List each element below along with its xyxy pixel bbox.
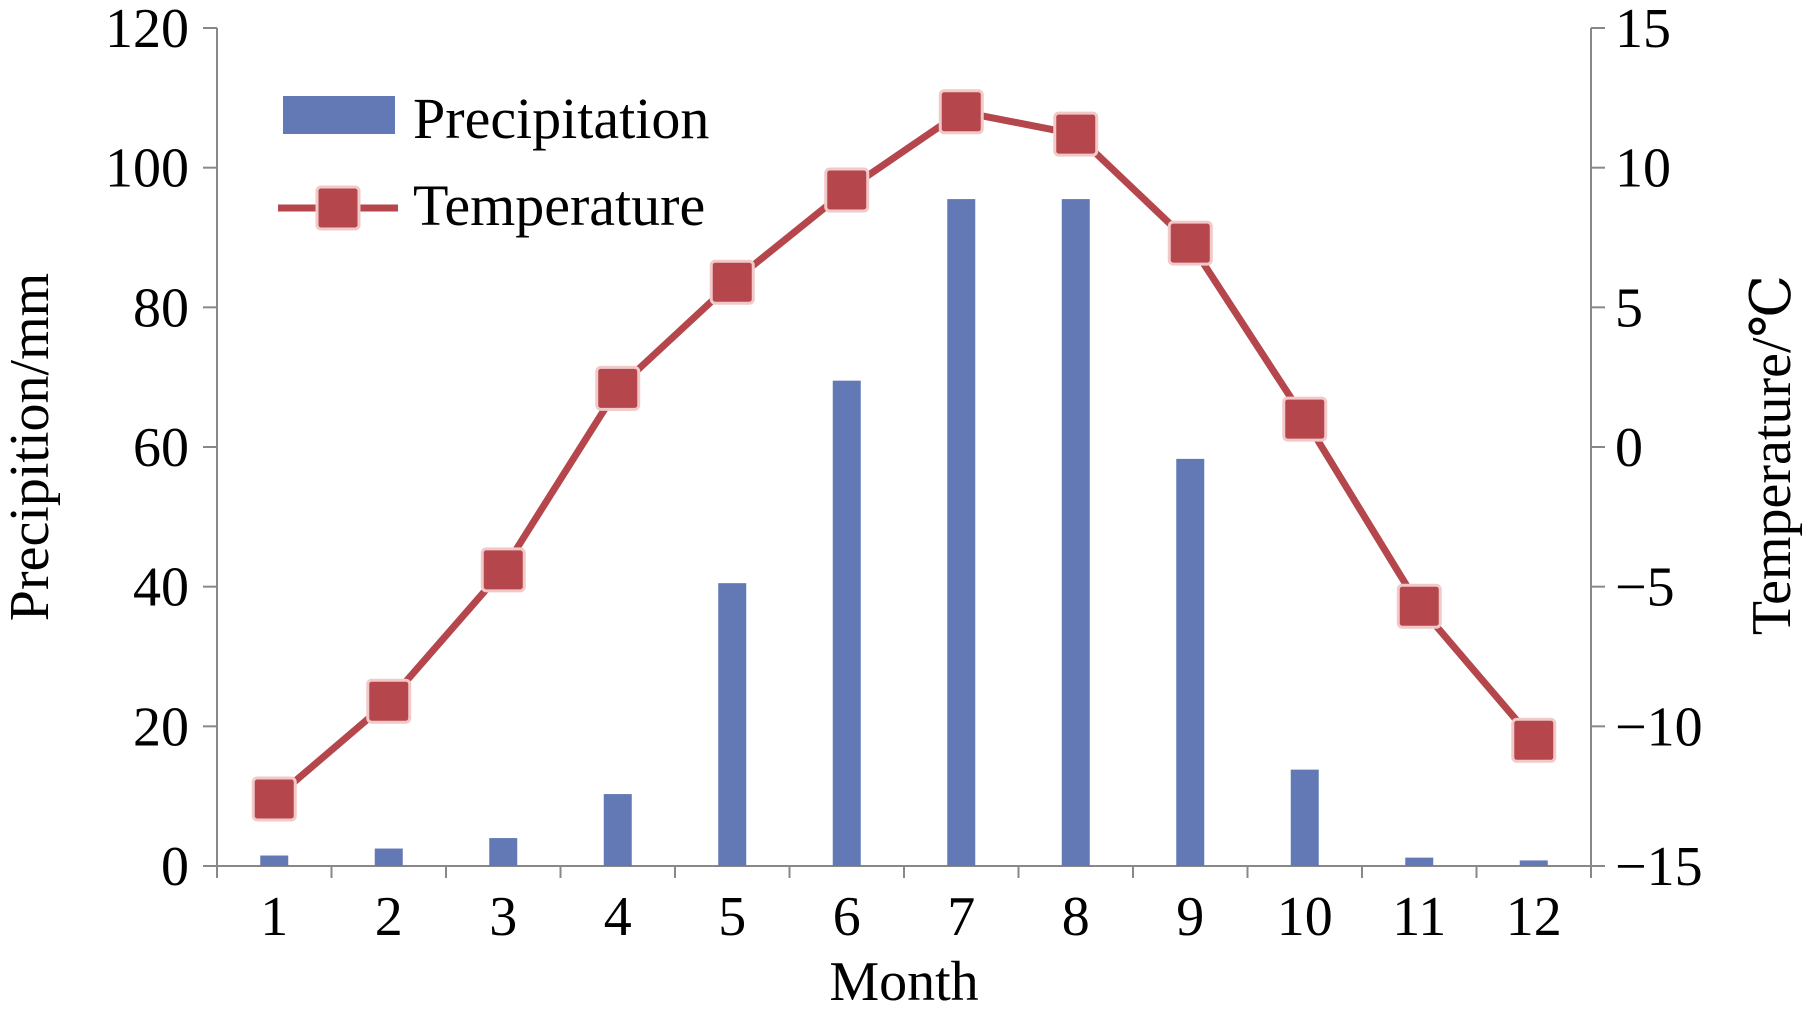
precipitation-bar [832,380,861,866]
right-y-tick-label: 5 [1615,277,1643,339]
right-y-tick-label: 0 [1615,417,1643,479]
precipitation-bar [1176,458,1205,866]
precipitation-bar [1405,857,1434,866]
legend-precipitation-label: Precipitation [413,86,709,151]
temperature-marker [595,365,641,411]
temperature-marker [1511,717,1557,763]
temperature-marker [1167,220,1213,266]
x-tick-label: 2 [375,886,403,948]
x-tick-label: 9 [1176,886,1204,948]
precipitation-bar [603,794,632,866]
legend-temperature-marker [315,185,361,231]
precipitation-bar [1061,199,1090,866]
x-tick-label: 7 [947,886,975,948]
right-y-tick-label: −15 [1615,836,1703,898]
x-tick-label: 12 [1506,886,1562,948]
precipitation-bars [260,199,1548,866]
precipitation-bar [489,838,518,866]
precipitation-bar [1290,769,1319,866]
left-y-tick-label: 40 [133,557,189,619]
x-tick-label: 1 [260,886,288,948]
precipitation-bar [260,855,289,866]
precipitation-bar [1519,860,1548,866]
temperature-marker [709,259,755,305]
x-tick-label: 8 [1062,886,1090,948]
left-y-tick-label: 0 [161,836,189,898]
temperature-marker [251,776,297,822]
right-y-axis-title: Temperature/℃ [1741,275,1803,635]
x-tick-label: 11 [1392,886,1446,948]
temperature-marker [1282,396,1328,442]
x-tick-label: 3 [489,886,517,948]
right-y-tick-label: 10 [1615,138,1671,200]
legend-precipitation-swatch [283,96,395,134]
left-y-tick-label: 20 [133,696,189,758]
temperature-marker [1053,111,1099,157]
temperature-marker [480,547,526,593]
x-tick-label: 10 [1277,886,1333,948]
precipitation-bar [374,848,403,866]
precipitation-bar [947,199,976,866]
temperature-marker [938,89,984,135]
right-y-tick-label: −5 [1615,557,1675,619]
left-y-tick-label: 120 [105,0,189,60]
legend-temperature-label: Temperature [413,173,705,238]
precipitation-bar [718,583,747,866]
x-tick-label: 4 [604,886,632,948]
left-y-tick-label: 100 [105,138,189,200]
x-tick-label: 6 [833,886,861,948]
left-y-tick-label: 80 [133,277,189,339]
temperature-marker [366,678,412,724]
x-tick-label: 5 [718,886,746,948]
left-y-tick-label: 60 [133,417,189,479]
left-y-axis-title: Precipition/mm [0,273,61,621]
temperature-marker [1396,583,1442,629]
x-axis-title: Month [829,951,978,1012]
right-y-tick-label: 15 [1615,0,1671,60]
right-y-tick-label: −10 [1615,696,1703,758]
axes-group [203,27,1605,878]
legend: Precipitation Temperature [278,86,709,238]
temperature-marker [824,167,870,213]
temperature-line [251,89,1557,822]
